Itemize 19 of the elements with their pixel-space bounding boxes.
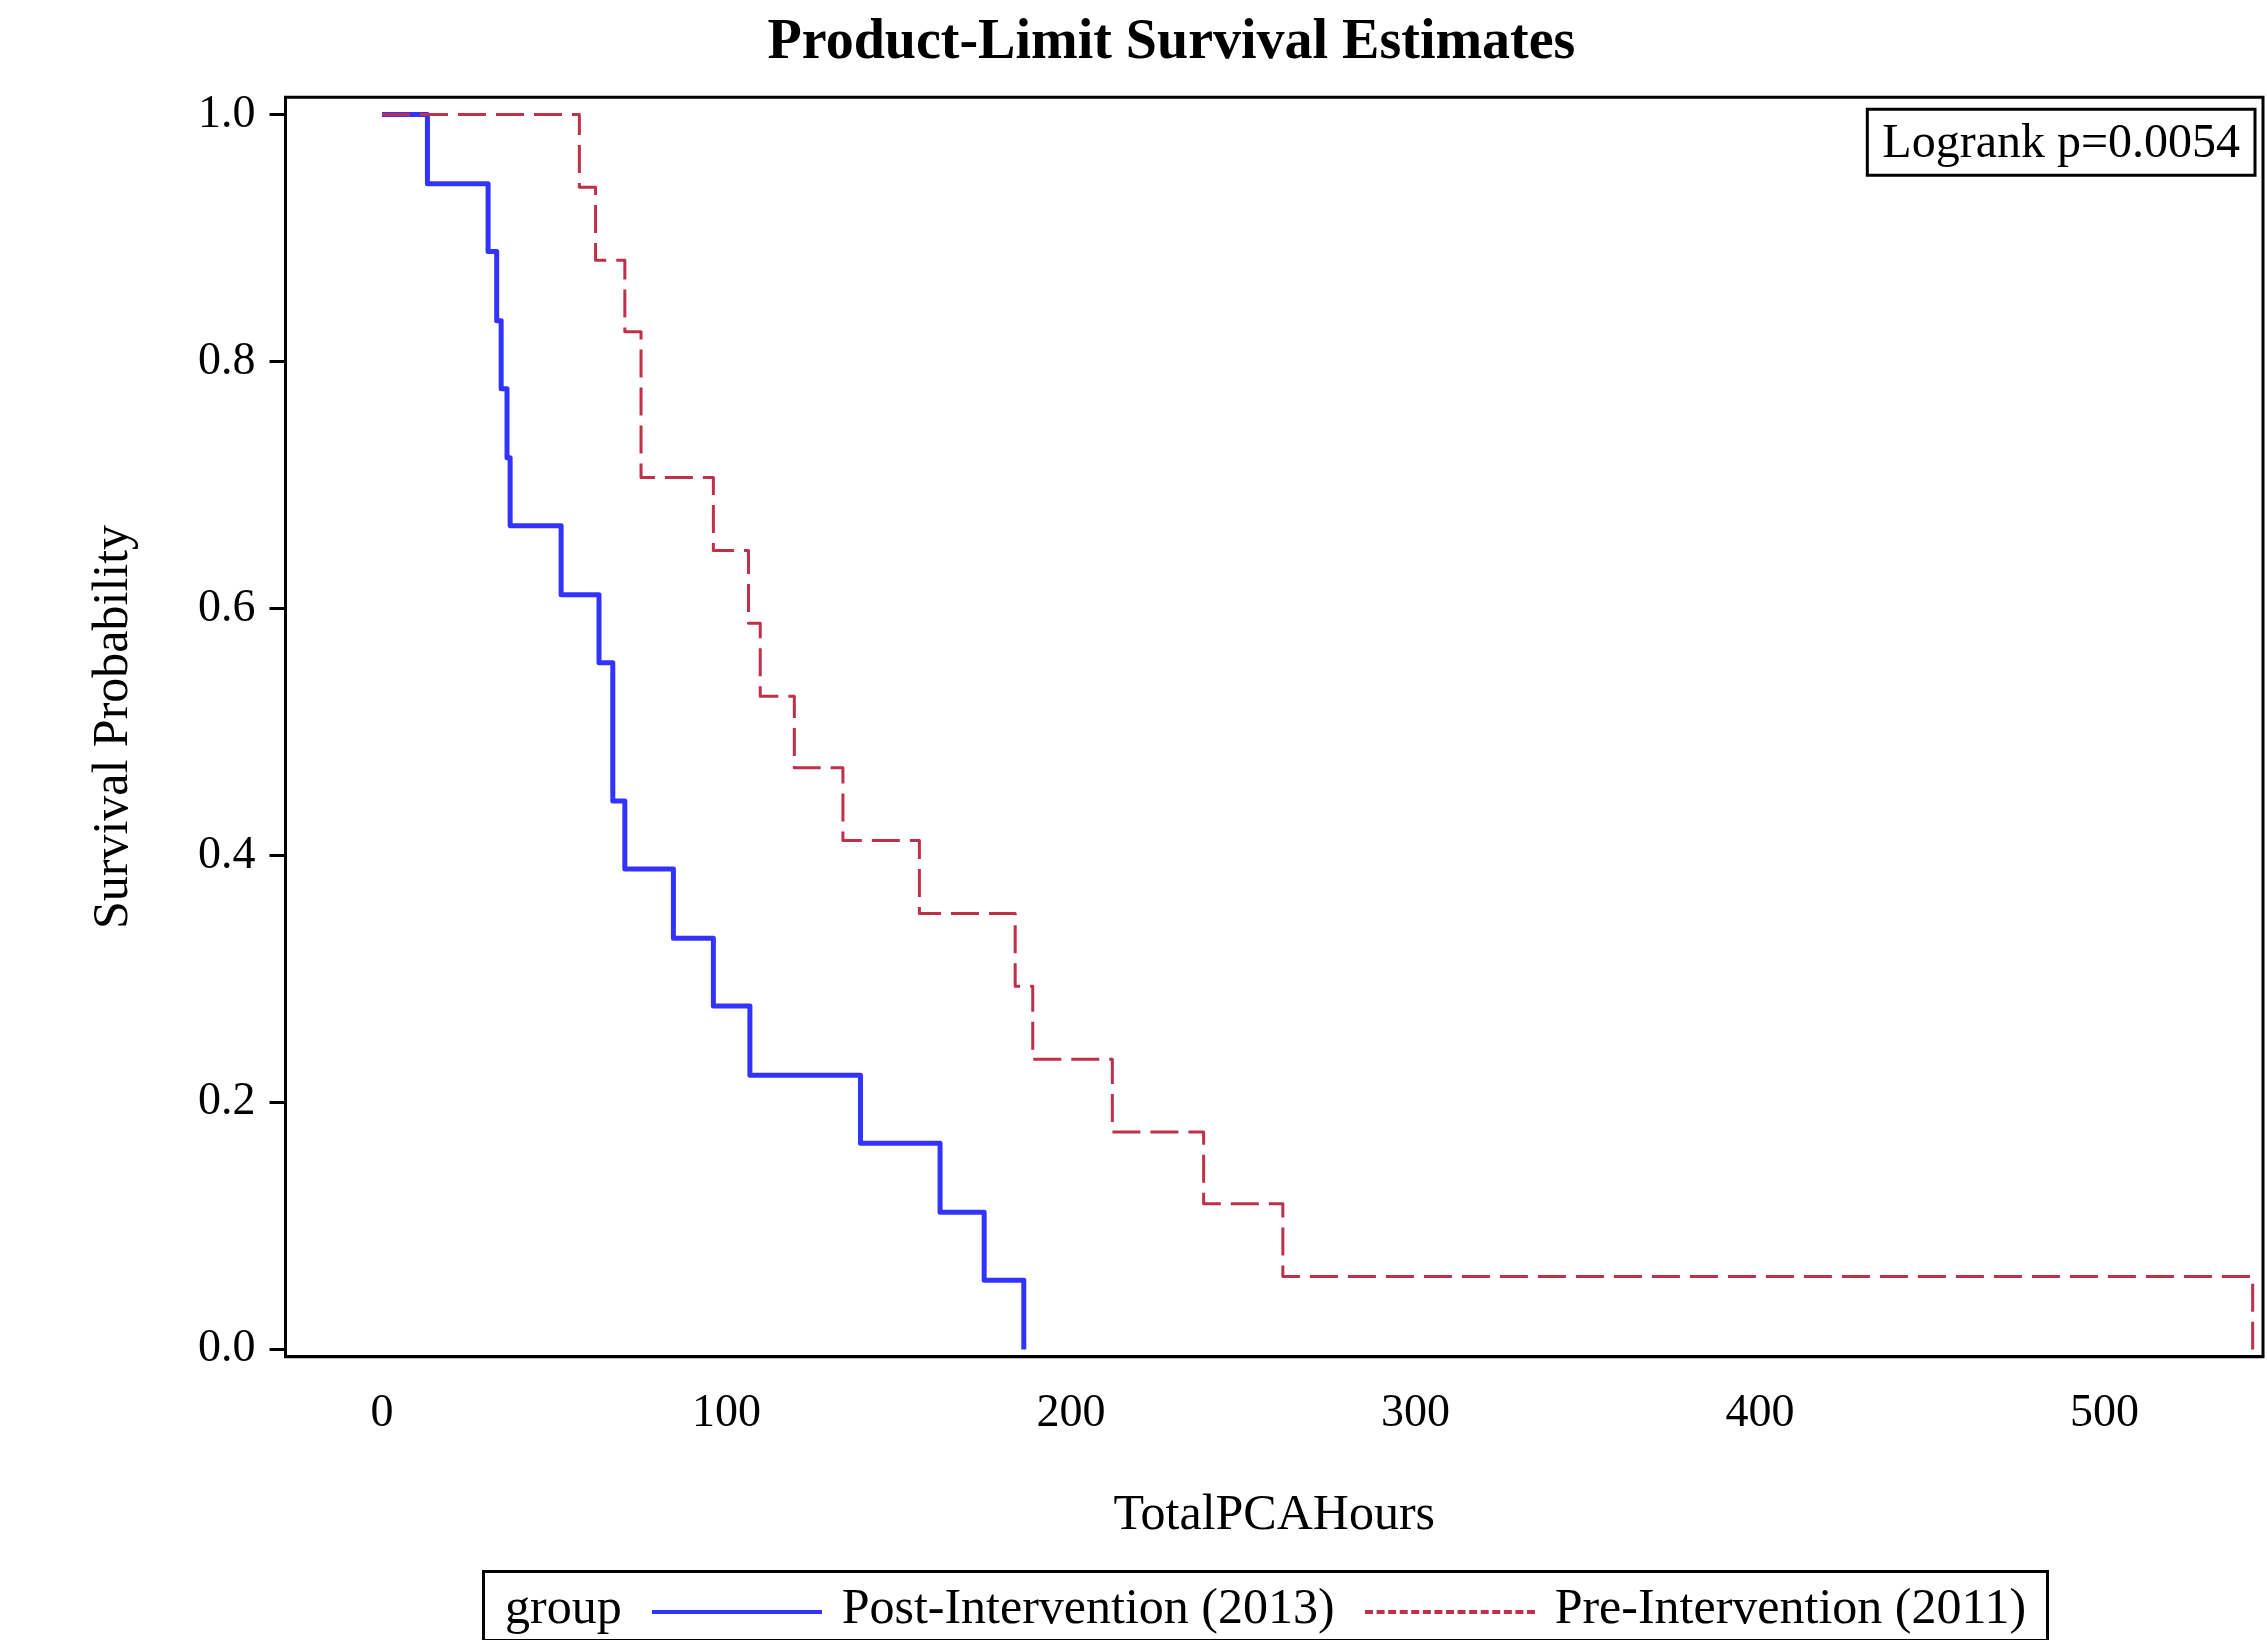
y-tick-label: 1.0 bbox=[198, 85, 256, 137]
chart-title: Product-Limit Survival Estimates bbox=[767, 8, 1576, 71]
y-tick-label: 0.0 bbox=[198, 1320, 256, 1372]
y-tick-label: 0.8 bbox=[198, 332, 256, 384]
y-axis-title: Survival Probability bbox=[82, 524, 139, 930]
x-tick-label: 100 bbox=[691, 1385, 761, 1437]
x-tick-label: 400 bbox=[1725, 1385, 1795, 1437]
legend-label: Post-Intervention (2013) bbox=[840, 1577, 1335, 1635]
annotation: Logrank p=0.0054 bbox=[1882, 113, 2241, 167]
y-tick-label: 0.6 bbox=[198, 579, 256, 631]
legend-title: group bbox=[505, 1577, 622, 1635]
x-axis-title: TotalPCAHours bbox=[1113, 1484, 1436, 1541]
x-tick-label: 500 bbox=[2070, 1385, 2140, 1437]
legend-label: Pre-Intervention (2011) bbox=[1553, 1577, 2027, 1635]
y-tick-label: 0.2 bbox=[198, 1073, 256, 1125]
y-tick-label: 0.4 bbox=[198, 826, 256, 878]
x-tick-label: 200 bbox=[1036, 1385, 1106, 1437]
x-tick-label: 0 bbox=[370, 1385, 394, 1437]
x-tick-label: 300 bbox=[1381, 1385, 1450, 1437]
